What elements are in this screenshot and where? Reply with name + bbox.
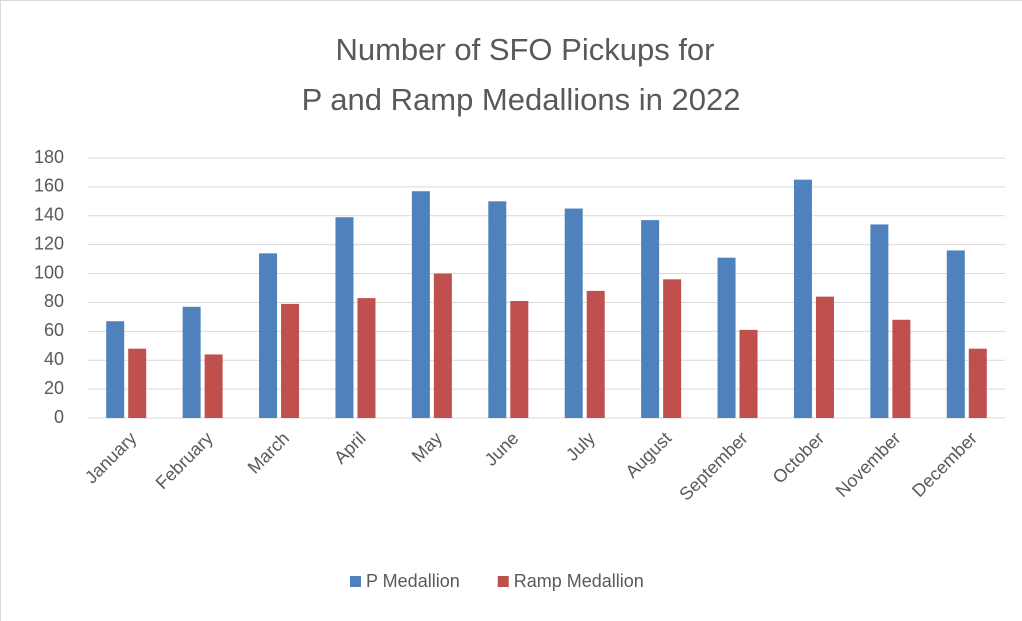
y-tick-label: 40: [44, 349, 64, 369]
bar: [586, 290, 605, 418]
bar: [717, 257, 736, 418]
bar: [564, 208, 583, 418]
legend-swatch: [350, 576, 361, 587]
bar: [946, 250, 965, 418]
bar: [204, 354, 223, 418]
bar: [968, 348, 987, 418]
y-tick-label: 160: [34, 176, 64, 196]
bar: [488, 201, 507, 418]
y-tick-label: 100: [34, 262, 64, 282]
bar: [411, 191, 430, 418]
bar: [182, 306, 201, 418]
chart-title: P and Ramp Medallions in 2022: [302, 82, 741, 117]
y-tick-label: 180: [34, 147, 64, 167]
y-tick-label: 60: [44, 320, 64, 340]
bar: [739, 329, 758, 418]
bar: [892, 319, 911, 418]
y-tick-label: 140: [34, 205, 64, 225]
bar: [106, 321, 125, 418]
bar: [510, 301, 529, 418]
chart-title: Number of SFO Pickups for: [335, 32, 714, 67]
bar: [433, 273, 452, 418]
bar: [815, 296, 834, 418]
y-tick-label: 80: [44, 291, 64, 311]
legend-label: Ramp Medallion: [514, 571, 644, 591]
bar: [870, 224, 889, 418]
bar: [793, 179, 812, 418]
bar: [259, 253, 278, 418]
legend-label: P Medallion: [366, 571, 460, 591]
legend-swatch: [497, 576, 509, 587]
y-tick-label: 120: [34, 233, 64, 253]
y-tick-label: 20: [44, 378, 64, 398]
bar: [335, 217, 354, 418]
bar: [281, 303, 300, 418]
bar: [641, 220, 660, 418]
bar: [357, 298, 376, 418]
y-tick-label: 0: [54, 407, 64, 427]
bar: [128, 348, 147, 418]
bar: [663, 279, 682, 418]
